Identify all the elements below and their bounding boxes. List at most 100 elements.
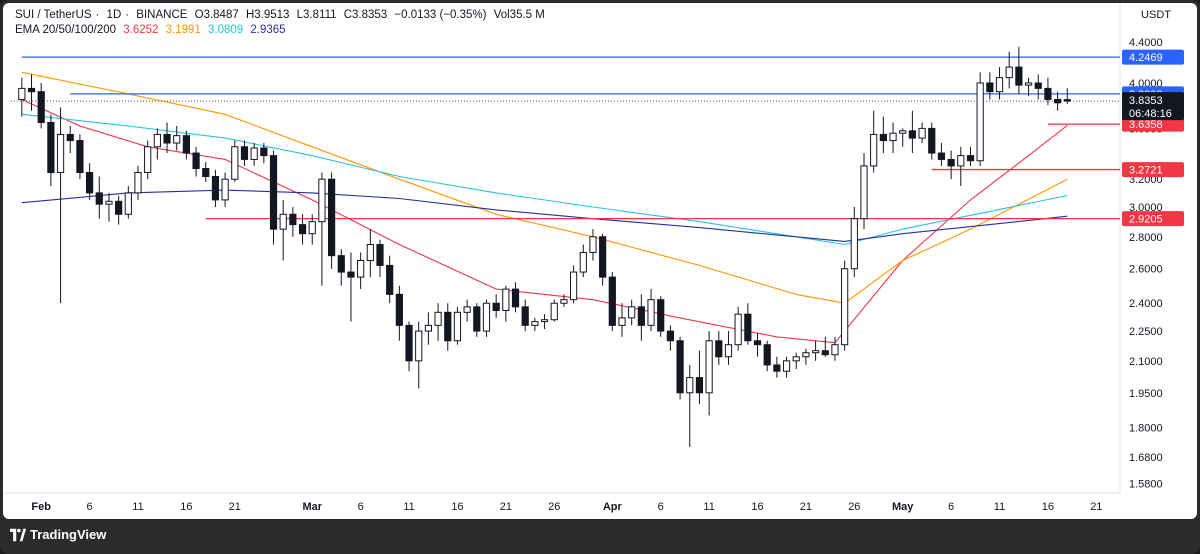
candle bbox=[250, 143, 258, 166]
x-tick-label: 16 bbox=[751, 501, 763, 513]
candle bbox=[182, 130, 191, 160]
candle-body bbox=[870, 133, 878, 167]
candle bbox=[240, 140, 249, 166]
candle-body bbox=[347, 271, 355, 278]
x-tick-label: 26 bbox=[548, 501, 560, 513]
candle-body bbox=[453, 311, 462, 342]
level-price-tag-text: 3.6358 bbox=[1129, 119, 1163, 131]
exchange-label: BINANCE bbox=[136, 9, 188, 21]
level-price-tag-text: 4.2469 bbox=[1129, 52, 1163, 64]
candle-body bbox=[76, 140, 84, 174]
x-tick-label: 11 bbox=[994, 501, 1005, 513]
symbol-name[interactable]: SUI / TetherUS bbox=[15, 9, 92, 21]
level-price-tag: 3.2721 bbox=[1122, 162, 1184, 178]
candle bbox=[211, 169, 220, 208]
candle bbox=[724, 331, 733, 365]
candle-body bbox=[763, 344, 771, 366]
candle bbox=[18, 77, 26, 117]
candle bbox=[318, 172, 326, 286]
candle bbox=[579, 244, 587, 278]
candle-body bbox=[841, 268, 849, 346]
candle-body bbox=[366, 244, 374, 262]
candle-body bbox=[966, 155, 975, 162]
level-price-tag: 3.6358 bbox=[1122, 116, 1184, 132]
candle bbox=[860, 153, 868, 230]
candle bbox=[424, 312, 432, 345]
tradingview-brand[interactable]: TradingView bbox=[30, 527, 107, 542]
ema-legend-label: EMA 20/50/100/200 bbox=[15, 24, 117, 36]
candle bbox=[328, 172, 336, 269]
candle bbox=[676, 336, 684, 400]
candle-body bbox=[202, 168, 210, 178]
candle-body bbox=[782, 360, 791, 372]
last-price-value: 3.8353 bbox=[1129, 95, 1163, 107]
candle-body bbox=[86, 172, 94, 194]
high-value: H3.9513 bbox=[245, 9, 290, 21]
candle-body bbox=[521, 306, 529, 326]
candle-body bbox=[463, 306, 471, 313]
candle-body bbox=[328, 178, 336, 257]
price-chart[interactable]: 4.40004.00003.60003.20003.00002.80002.60… bbox=[3, 3, 1197, 519]
x-tick-label: 21 bbox=[800, 501, 812, 513]
candle-body bbox=[231, 146, 239, 180]
candle bbox=[1005, 51, 1013, 89]
level-price-tag: 2.9205 bbox=[1122, 211, 1184, 227]
candle bbox=[589, 229, 597, 261]
candle-body bbox=[773, 364, 781, 372]
candle bbox=[841, 260, 849, 351]
candle-body bbox=[1024, 82, 1033, 86]
candle bbox=[269, 150, 278, 245]
candle bbox=[628, 299, 636, 326]
candle-body bbox=[473, 306, 481, 332]
y-tick-label: 2.8000 bbox=[1129, 232, 1163, 244]
y-tick-label: 3.2000 bbox=[1129, 174, 1163, 186]
candle bbox=[957, 146, 965, 186]
candle bbox=[947, 150, 955, 180]
candle-body bbox=[153, 133, 161, 148]
candle bbox=[66, 126, 74, 154]
candle bbox=[986, 72, 994, 100]
candle-body bbox=[976, 82, 984, 162]
y-tick-label: 1.5800 bbox=[1129, 479, 1163, 491]
candle-body bbox=[415, 330, 423, 362]
y-tick-label: 1.8000 bbox=[1129, 422, 1163, 434]
candle bbox=[1024, 77, 1033, 97]
candle bbox=[540, 314, 549, 330]
candle-body bbox=[144, 146, 152, 174]
bar-countdown: 06:48:16 bbox=[1129, 108, 1172, 120]
candle bbox=[599, 233, 607, 286]
candle bbox=[192, 146, 200, 177]
x-tick-label: 16 bbox=[451, 501, 463, 513]
candle bbox=[1063, 88, 1071, 104]
candle bbox=[928, 122, 936, 160]
x-tick-label: 21 bbox=[500, 501, 512, 513]
x-tick-label: Mar bbox=[302, 501, 322, 513]
candle bbox=[395, 285, 403, 341]
candle-body bbox=[531, 321, 539, 326]
candle-body bbox=[753, 340, 762, 346]
candle-body bbox=[579, 251, 587, 273]
chart-panel[interactable]: 4.40004.00003.60003.20003.00002.80002.60… bbox=[3, 3, 1197, 519]
candle bbox=[134, 165, 142, 200]
candle-body bbox=[850, 218, 858, 270]
currency-label[interactable]: USDT bbox=[1141, 9, 1171, 21]
level-price-tag-box bbox=[1122, 116, 1184, 132]
candle bbox=[792, 352, 800, 370]
candle bbox=[995, 67, 1004, 100]
y-tick-label: 2.4000 bbox=[1129, 298, 1163, 310]
candle bbox=[705, 331, 713, 416]
candle-body bbox=[647, 299, 655, 326]
ema-legend[interactable]: EMA 20/50/100/200 3.6252 3.1991 3.0809 2… bbox=[15, 24, 290, 36]
y-tick-label: 3.0000 bbox=[1129, 202, 1163, 214]
candle-body bbox=[570, 271, 578, 301]
ema-line bbox=[21, 113, 1068, 246]
y-tick-label: 2.6000 bbox=[1129, 264, 1163, 276]
interval-label[interactable]: 1D bbox=[106, 9, 122, 21]
x-tick-label: 16 bbox=[180, 501, 192, 513]
last-price-tag-box bbox=[1122, 92, 1184, 121]
candle bbox=[492, 294, 500, 318]
candle-body bbox=[502, 288, 510, 311]
candle-body bbox=[357, 260, 365, 278]
ema-20-value: 3.6252 bbox=[123, 24, 159, 36]
